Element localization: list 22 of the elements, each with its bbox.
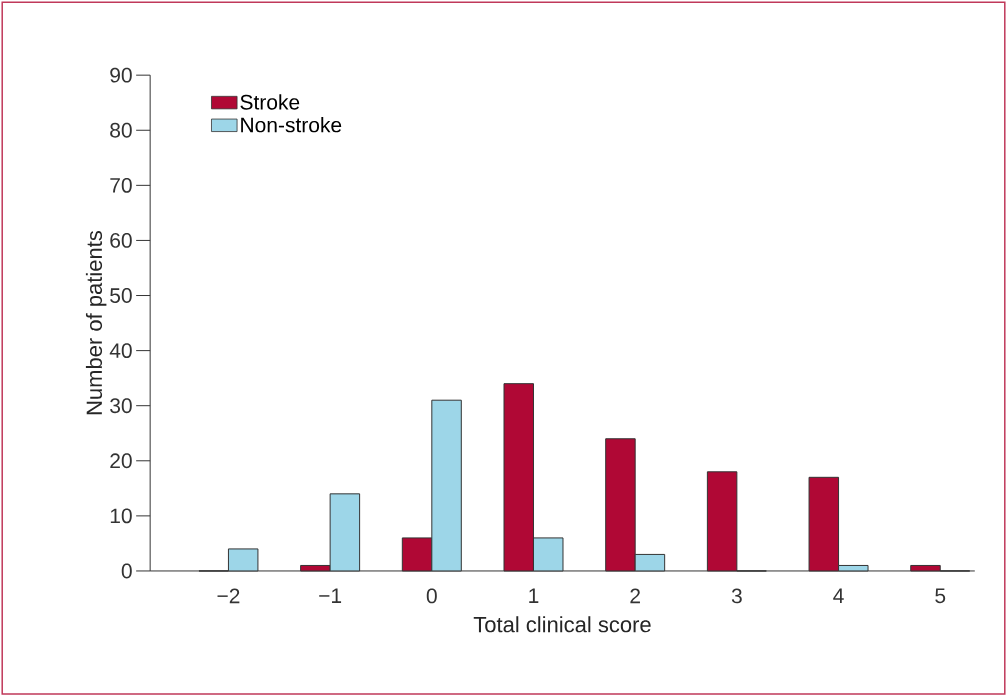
- y-tick-label: 20: [110, 453, 132, 469]
- x-tick-label: −2: [217, 588, 240, 604]
- legend-label: Non-stroke: [241, 116, 342, 133]
- y-tick-label: 90: [110, 67, 132, 83]
- x-tick-label: 3: [731, 588, 742, 604]
- y-tick-label: 60: [110, 232, 132, 248]
- x-tick-label: 2: [630, 588, 640, 604]
- x-axis-title: Total clinical score: [473, 616, 651, 633]
- x-tick-label: 1: [529, 588, 539, 603]
- y-tick-label: 0: [121, 563, 132, 579]
- y-tick-label: 30: [110, 398, 132, 414]
- y-tick-label: 80: [110, 122, 132, 138]
- y-tick-label: 40: [109, 343, 132, 358]
- y-tick-label: 70: [110, 177, 132, 193]
- legend-label: Stroke: [240, 94, 300, 110]
- x-tick-label: 4: [833, 588, 844, 603]
- y-tick-label: 50: [110, 288, 132, 303]
- x-tick-label: 0: [426, 588, 437, 604]
- x-tick-label: −1: [319, 588, 342, 603]
- y-tick-label: 10: [110, 508, 132, 524]
- x-tick-label: 5: [935, 588, 946, 604]
- y-axis-title: Number of patients: [85, 230, 107, 415]
